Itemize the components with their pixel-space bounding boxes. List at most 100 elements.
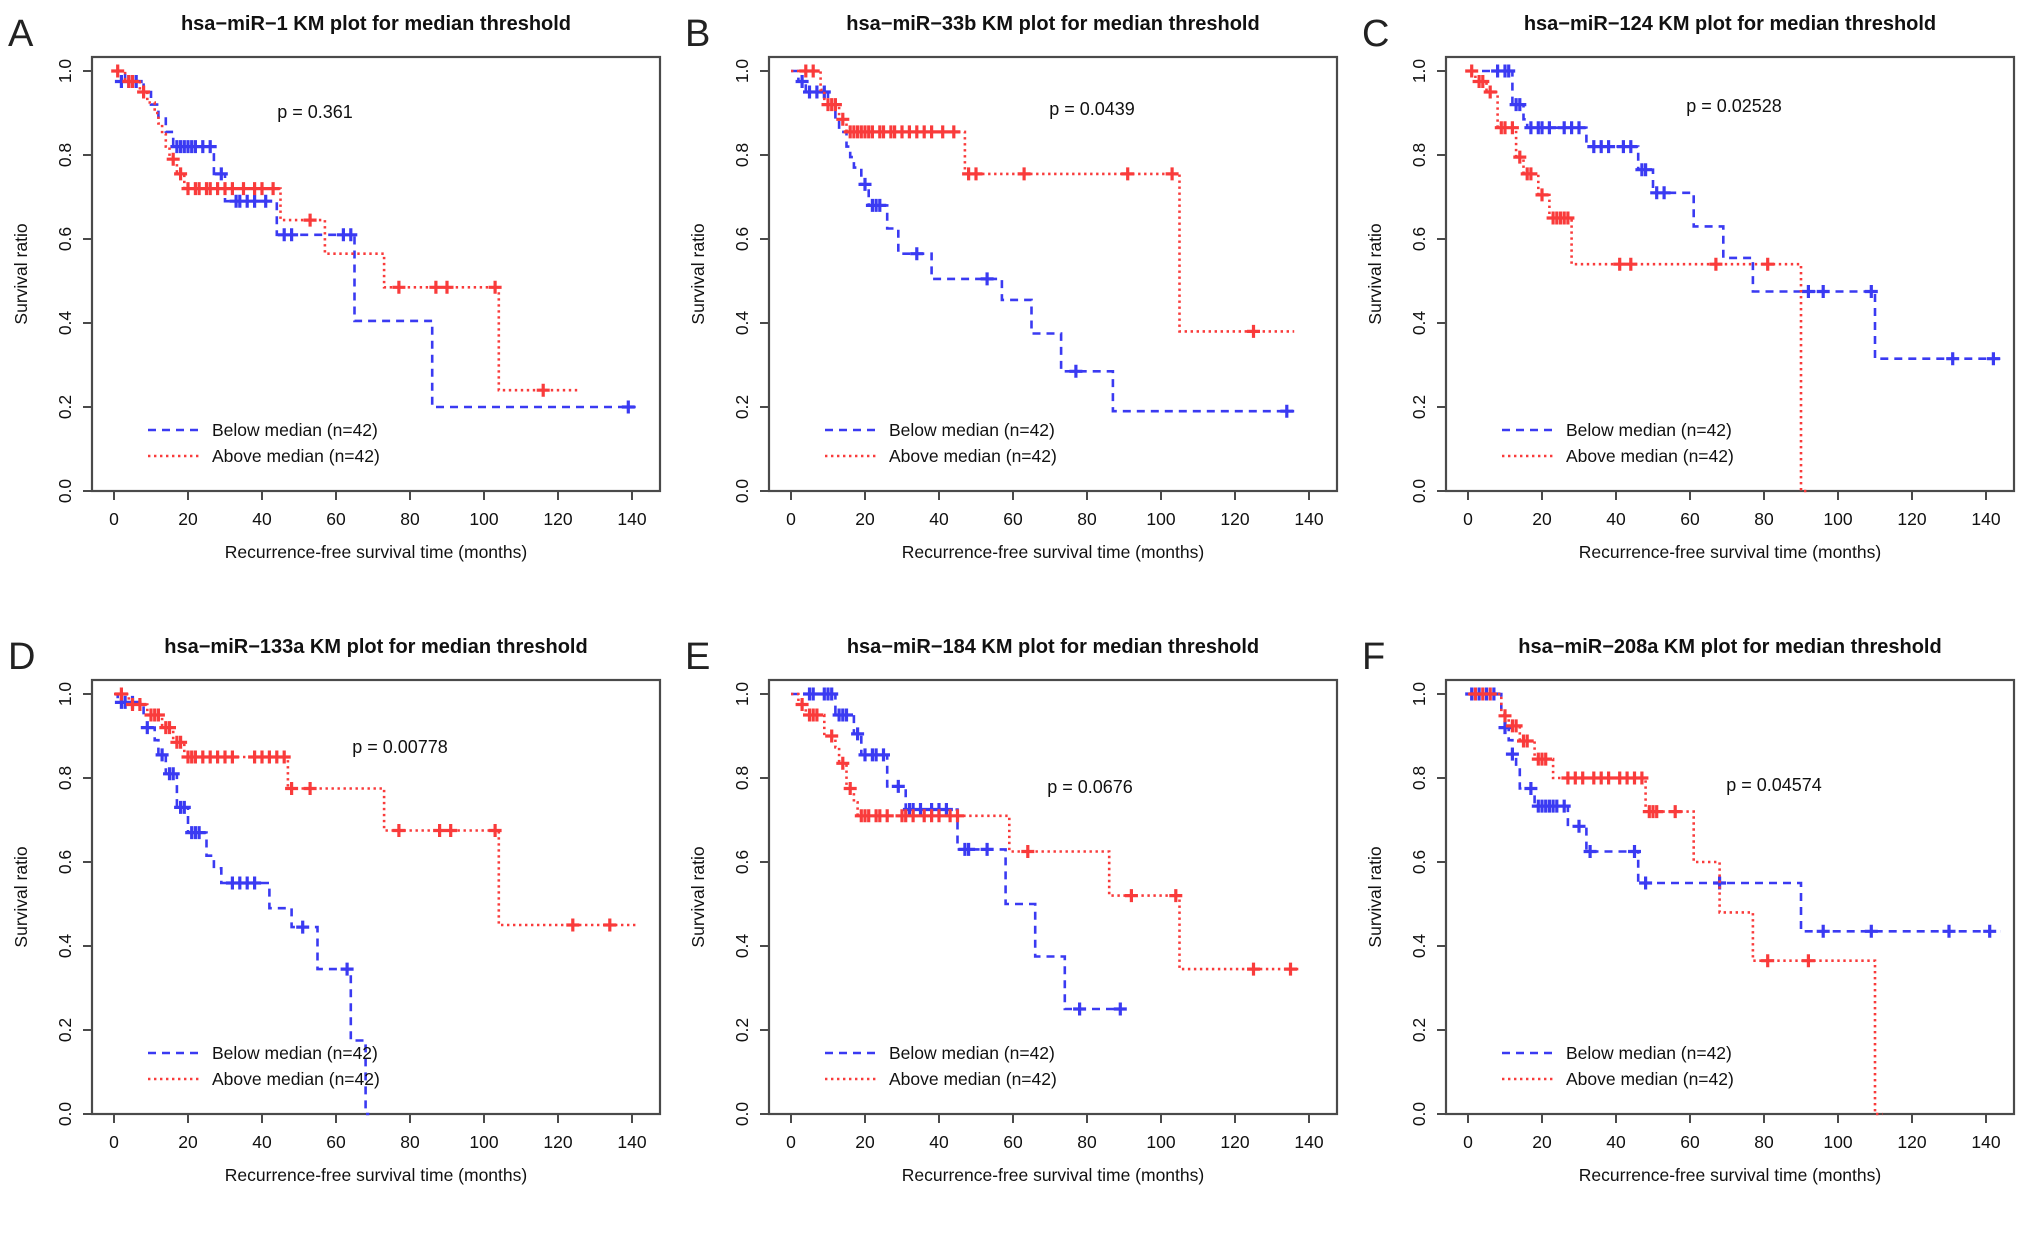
p-value-label: p = 0.00778 [352,737,448,757]
x-tick-label: 0 [109,1132,119,1152]
panel-c-plot: 0 20 40 60 80 100 120 140 0.0 0.2 0.4 0.6 0.8 1.0 Recu… [1362,13,2016,562]
x-tick-label: 40 [1606,509,1626,529]
x-tick-label: 60 [326,1132,346,1152]
y-tick-label: 0.4 [732,934,752,959]
p-value-label: p = 0.02528 [1686,96,1782,116]
above-median-curve [791,69,1295,333]
y-axis-title: Survival ratio [11,223,31,324]
below-censor-marks [1491,64,2000,366]
below-median-curve [1468,692,2001,933]
panel-title: hsa−miR−1 KM plot for median threshold [181,13,571,35]
x-tick-label: 20 [1532,509,1552,529]
x-tick-label: 120 [543,1132,572,1152]
legend-label-above: Above median (n=42) [889,1069,1057,1089]
legend-label-below: Below median (n=42) [889,420,1055,440]
y-axis-title: Survival ratio [1365,846,1385,947]
y-tick-label: 0.6 [732,850,752,874]
legend-label-above: Above median (n=42) [1566,1069,1734,1089]
x-tick-label: 100 [1146,1132,1175,1152]
x-tick-label: 100 [1823,1132,1852,1152]
y-tick-label: 1.0 [55,59,75,84]
y-tick-label: 0.8 [1409,143,1429,167]
legend-label-above: Above median (n=42) [889,446,1057,466]
y-tick-label: 0.4 [55,934,75,959]
x-tick-label: 0 [1463,509,1473,529]
legend: Below median (n=42) Above median (n=42) [148,1043,380,1089]
y-tick-label: 0.4 [1409,311,1429,336]
panel-title: hsa−miR−133a KM plot for median threshol… [164,636,587,658]
x-tick-label: 140 [1294,1132,1323,1152]
x-tick-label: 80 [400,1132,420,1152]
p-value-label: p = 0.04574 [1726,775,1822,795]
below-censor-marks [1465,687,1997,938]
y-tick-label: 0.6 [1409,227,1429,251]
panel-letter: A [8,13,34,55]
above-median-curve [1468,692,1883,1116]
panel-letter: B [685,13,710,55]
x-axis-title: Recurrence-free survival time (months) [1579,1165,1881,1185]
x-tick-label: 80 [400,509,420,529]
panel-letter: F [1362,636,1385,678]
plot-frame [767,55,1339,493]
x-tick-label: 100 [1823,509,1852,529]
x-axis-title: Recurrence-free survival time (months) [902,542,1204,562]
legend: Below median (n=42) Above median (n=42) [148,420,380,466]
y-tick-label: 0.0 [1409,1102,1429,1127]
legend-label-below: Below median (n=42) [212,420,378,440]
y-axis [83,70,92,492]
above-censor-marks [1468,687,1815,968]
y-tick-label: 0.6 [55,227,75,251]
x-tick-label: 80 [1754,1132,1774,1152]
x-axis [790,491,1310,500]
panel-b-plot: 0 20 40 60 80 100 120 140 0.0 0.2 0.4 0.6 0.8 1.0 Recu… [685,13,1339,562]
below-censor-marks [114,75,635,414]
x-axis-title: Recurrence-free survival time (months) [1579,542,1881,562]
legend: Below median (n=42) Above median (n=42) [1502,420,1734,466]
x-tick-label: 20 [178,509,198,529]
legend-label-below: Below median (n=42) [212,1043,378,1063]
x-tick-label: 120 [1897,1132,1926,1152]
x-tick-label: 140 [1971,1132,2000,1152]
y-tick-label: 1.0 [55,682,75,707]
x-tick-label: 20 [855,509,875,529]
x-tick-label: 80 [1077,1132,1097,1152]
plot-frame [90,55,662,493]
panel-title: hsa−miR−33b KM plot for median threshold [846,13,1259,35]
panel-letter: D [8,636,35,678]
x-axis-title: Recurrence-free survival time (months) [225,542,527,562]
y-tick-label: 0.2 [1409,1018,1429,1042]
below-censor-marks [114,695,354,976]
y-tick-label: 1.0 [1409,59,1429,84]
y-tick-label: 0.2 [55,395,75,419]
legend: Below median (n=42) Above median (n=42) [825,420,1057,466]
p-value-label: p = 0.361 [277,102,353,122]
above-censor-marks [799,64,1260,338]
x-tick-label: 0 [1463,1132,1473,1152]
above-median-curve [1468,69,1809,493]
legend: Below median (n=42) Above median (n=42) [1502,1043,1734,1089]
y-tick-label: 0.0 [1409,479,1429,504]
y-axis-title: Survival ratio [688,223,708,324]
y-axis [1437,693,1446,1115]
panel-title: hsa−miR−184 KM plot for median threshold [847,636,1259,658]
below-median-curve [791,692,1124,1011]
x-tick-label: 0 [109,509,119,529]
y-tick-label: 0.8 [732,143,752,167]
panel-letter: C [1362,13,1389,55]
y-axis [760,70,769,492]
panel-a-plot: 0 20 40 60 80 100 120 140 0.0 0.2 0.4 0.6 0.8 1.0 Recu… [8,13,662,562]
x-axis [1467,491,1987,500]
y-axis [1437,70,1446,492]
y-axis-title: Survival ratio [688,846,708,947]
x-tick-label: 20 [855,1132,875,1152]
y-tick-label: 0.8 [1409,766,1429,790]
panel-f: 0 20 40 60 80 100 120 140 0.0 0.2 0.4 0.6 0.8 1.0 Recu… [1354,623,2031,1247]
p-value-label: p = 0.0676 [1047,777,1133,797]
plot-frame [1444,55,2016,493]
y-tick-label: 0.8 [732,766,752,790]
x-axis [113,491,633,500]
y-tick-label: 0.2 [55,1018,75,1042]
y-tick-label: 0.4 [55,311,75,336]
x-tick-label: 60 [1003,1132,1023,1152]
